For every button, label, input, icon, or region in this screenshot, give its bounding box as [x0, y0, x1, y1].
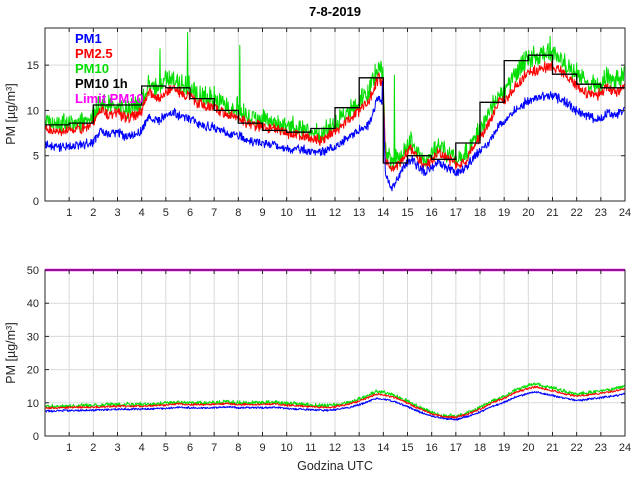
svg-text:30: 30: [27, 331, 39, 343]
svg-text:0: 0: [33, 196, 39, 208]
svg-text:4: 4: [139, 207, 145, 219]
svg-text:2: 2: [90, 207, 96, 219]
svg-text:6: 6: [187, 207, 193, 219]
legend-item-limit-pm10: Limit PM10: [75, 91, 144, 106]
svg-text:10: 10: [27, 105, 39, 117]
svg-text:4: 4: [139, 442, 145, 454]
top-chart-ylabel: PM [µg/m³]: [4, 83, 18, 144]
svg-text:18: 18: [474, 207, 486, 219]
svg-text:21: 21: [546, 207, 558, 219]
svg-text:10: 10: [27, 398, 39, 410]
svg-text:12: 12: [329, 442, 341, 454]
svg-text:15: 15: [401, 207, 413, 219]
svg-text:50: 50: [27, 265, 39, 277]
svg-text:18: 18: [474, 442, 486, 454]
svg-text:16: 16: [426, 207, 438, 219]
legend-item-pm1: PM1: [75, 31, 102, 46]
svg-text:9: 9: [259, 207, 265, 219]
svg-text:1: 1: [66, 442, 72, 454]
svg-text:1: 1: [66, 207, 72, 219]
svg-text:19: 19: [498, 442, 510, 454]
svg-text:5: 5: [33, 151, 39, 163]
svg-text:13: 13: [353, 207, 365, 219]
svg-text:24: 24: [619, 207, 631, 219]
svg-text:8: 8: [235, 442, 241, 454]
legend-item-pm10-1h: PM10 1h: [75, 76, 128, 91]
svg-text:5: 5: [163, 207, 169, 219]
svg-text:10: 10: [281, 442, 293, 454]
top-chart: 1 2 3 4 5 6 7 8 9 10 11 12 13 14 15 16 17 18 19 20 21 22 23 240…: [27, 27, 631, 219]
svg-text:14: 14: [377, 442, 389, 454]
svg-text:6: 6: [187, 442, 193, 454]
svg-text:20: 20: [27, 365, 39, 377]
svg-text:8: 8: [235, 207, 241, 219]
svg-text:21: 21: [546, 442, 558, 454]
svg-text:40: 40: [27, 298, 39, 310]
svg-text:3: 3: [114, 207, 120, 219]
svg-text:9: 9: [259, 442, 265, 454]
bottom-chart: 1 2 3 4 5 6 7 8 9 10 11 12 13 14 15 16 17 18 19 20 21 22 23 240…: [27, 265, 631, 454]
svg-text:23: 23: [595, 207, 607, 219]
svg-text:17: 17: [450, 442, 462, 454]
svg-text:7: 7: [211, 442, 217, 454]
svg-text:22: 22: [571, 442, 583, 454]
svg-text:23: 23: [595, 442, 607, 454]
x-axis-label: Godzina UTC: [297, 459, 373, 473]
svg-text:22: 22: [571, 207, 583, 219]
svg-text:0: 0: [33, 431, 39, 443]
figure-title: 7-8-2019: [309, 4, 361, 19]
svg-text:14: 14: [377, 207, 389, 219]
svg-text:5: 5: [163, 442, 169, 454]
svg-text:11: 11: [305, 207, 316, 219]
svg-text:15: 15: [401, 442, 413, 454]
bottom-chart-ylabel: PM [µg/m³]: [4, 322, 18, 383]
svg-text:10: 10: [281, 207, 293, 219]
svg-text:24: 24: [619, 442, 631, 454]
svg-text:12: 12: [329, 207, 341, 219]
svg-text:16: 16: [426, 442, 438, 454]
svg-text:13: 13: [353, 442, 365, 454]
legend-item-pm10: PM10: [75, 61, 109, 76]
svg-text:3: 3: [114, 442, 120, 454]
svg-text:11: 11: [305, 442, 316, 454]
legend-item-pm25: PM2.5: [75, 46, 113, 61]
legend: PM1 PM2.5 PM10 PM10 1h Limit PM10: [75, 31, 144, 106]
svg-text:20: 20: [522, 442, 534, 454]
svg-text:2: 2: [90, 442, 96, 454]
svg-text:17: 17: [450, 207, 462, 219]
svg-text:15: 15: [27, 60, 39, 72]
svg-text:20: 20: [522, 207, 534, 219]
svg-text:19: 19: [498, 207, 510, 219]
svg-text:7: 7: [211, 207, 217, 219]
